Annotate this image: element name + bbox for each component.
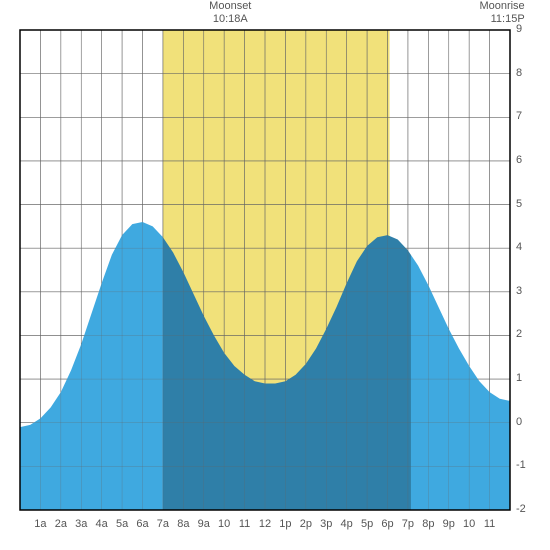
y-axis-label: 6 bbox=[516, 154, 522, 166]
x-axis-label: 5a bbox=[116, 518, 128, 530]
y-axis-label: -1 bbox=[516, 459, 526, 471]
moonrise-label-text: Moonrise bbox=[470, 0, 525, 13]
x-axis-label: 4p bbox=[341, 518, 353, 530]
x-axis-label: 3p bbox=[320, 518, 332, 530]
chart-svg bbox=[0, 0, 550, 550]
x-axis-label: 5p bbox=[361, 518, 373, 530]
x-axis-label: 2a bbox=[55, 518, 67, 530]
y-axis-label: 8 bbox=[516, 67, 522, 79]
x-axis-label: 11 bbox=[239, 518, 250, 530]
moonset-time-text: 10:18A bbox=[205, 13, 255, 26]
y-axis-label: 9 bbox=[516, 23, 522, 35]
x-axis-label: 4a bbox=[96, 518, 108, 530]
moonset-annotation: Moonset 10:18A bbox=[205, 0, 255, 26]
x-axis-label: 11 bbox=[484, 518, 495, 530]
x-axis-label: 9a bbox=[198, 518, 210, 530]
y-axis-label: 5 bbox=[516, 198, 522, 210]
x-axis-label: 9p bbox=[443, 518, 455, 530]
x-axis-label: 2p bbox=[300, 518, 312, 530]
y-axis-label: 1 bbox=[516, 372, 522, 384]
y-axis-label: -2 bbox=[516, 503, 526, 515]
tide-chart: Moonset 10:18A Moonrise 11:15P -2-101234… bbox=[0, 0, 550, 550]
x-axis-label: 1a bbox=[34, 518, 46, 530]
x-axis-label: 12 bbox=[259, 518, 271, 530]
x-axis-label: 8a bbox=[177, 518, 189, 530]
x-axis-label: 1p bbox=[279, 518, 291, 530]
y-axis-label: 7 bbox=[516, 110, 522, 122]
x-axis-label: 10 bbox=[218, 518, 230, 530]
y-axis-label: 3 bbox=[516, 285, 522, 297]
x-axis-label: 8p bbox=[422, 518, 434, 530]
y-axis-label: 2 bbox=[516, 328, 522, 340]
x-axis-label: 7a bbox=[157, 518, 169, 530]
x-axis-label: 6p bbox=[381, 518, 393, 530]
x-axis-label: 3a bbox=[75, 518, 87, 530]
y-axis-label: 0 bbox=[516, 416, 522, 428]
x-axis-label: 10 bbox=[463, 518, 475, 530]
x-axis-label: 6a bbox=[136, 518, 148, 530]
y-axis-label: 4 bbox=[516, 241, 522, 253]
x-axis-label: 7p bbox=[402, 518, 414, 530]
moonset-label-text: Moonset bbox=[205, 0, 255, 13]
